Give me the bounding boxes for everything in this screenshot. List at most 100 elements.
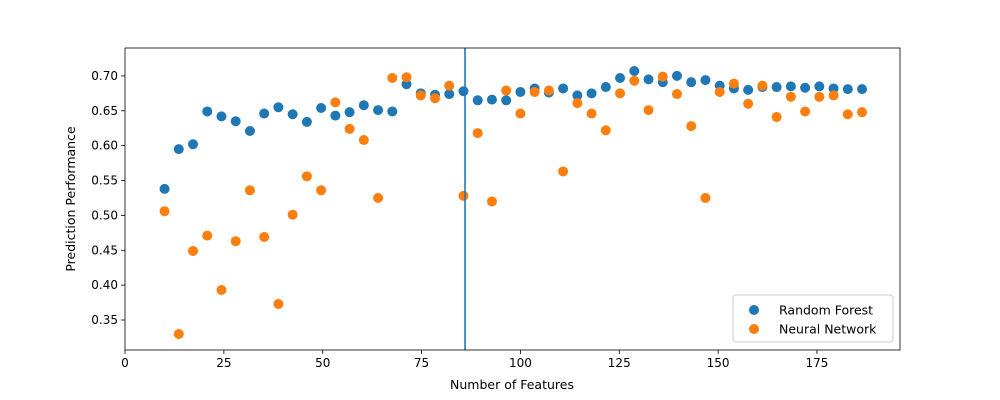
y-tick-label-0.70: 0.70 xyxy=(91,69,118,83)
point-random-forest-10 xyxy=(301,116,312,127)
point-neural-network-25 xyxy=(515,108,526,119)
data-points xyxy=(159,66,868,339)
point-random-forest-29 xyxy=(572,90,583,101)
point-neural-network-14 xyxy=(358,135,369,146)
point-neural-network-28 xyxy=(558,166,569,177)
point-neural-network-39 xyxy=(714,86,725,97)
point-random-forest-14 xyxy=(358,100,369,111)
point-neural-network-20 xyxy=(444,80,455,91)
y-tick-label-0.50: 0.50 xyxy=(91,208,118,222)
point-neural-network-42 xyxy=(757,80,768,91)
point-neural-network-33 xyxy=(629,75,640,86)
point-random-forest-23 xyxy=(486,94,497,105)
point-random-forest-47 xyxy=(828,83,839,94)
point-neural-network-13 xyxy=(344,123,355,134)
legend-label-random-forest: Random Forest xyxy=(779,303,873,318)
point-random-forest-4 xyxy=(216,111,227,122)
point-neural-network-40 xyxy=(728,78,739,89)
point-random-forest-0 xyxy=(159,183,170,194)
legend-marker-neural-network xyxy=(749,324,759,334)
point-neural-network-47 xyxy=(828,90,839,101)
y-tick-label-0.60: 0.60 xyxy=(91,139,118,153)
y-tick-label-0.40: 0.40 xyxy=(91,278,118,292)
point-random-forest-6 xyxy=(244,126,255,136)
point-random-forest-41 xyxy=(743,84,754,95)
point-random-forest-36 xyxy=(671,70,682,81)
point-random-forest-11 xyxy=(316,102,327,113)
point-random-forest-13 xyxy=(344,107,355,118)
point-neural-network-38 xyxy=(700,192,711,203)
point-random-forest-49 xyxy=(857,84,868,95)
point-neural-network-44 xyxy=(785,91,796,102)
point-random-forest-45 xyxy=(800,82,811,93)
point-neural-network-45 xyxy=(800,106,811,117)
point-neural-network-49 xyxy=(857,107,868,118)
legend: Random Forest Neural Network xyxy=(732,294,894,343)
point-random-forest-33 xyxy=(629,66,640,77)
point-neural-network-1 xyxy=(173,328,184,339)
point-random-forest-43 xyxy=(771,82,782,93)
point-neural-network-18 xyxy=(415,90,426,101)
point-random-forest-46 xyxy=(814,81,825,92)
point-random-forest-3 xyxy=(202,106,213,117)
point-neural-network-23 xyxy=(486,196,497,207)
point-random-forest-44 xyxy=(785,81,796,92)
point-random-forest-2 xyxy=(188,139,199,150)
point-neural-network-21 xyxy=(458,190,469,201)
plot-frame xyxy=(124,47,901,351)
point-neural-network-22 xyxy=(472,128,483,139)
point-random-forest-12 xyxy=(330,110,341,121)
point-neural-network-37 xyxy=(686,121,697,132)
y-tick-label-0.55: 0.55 xyxy=(91,174,118,188)
point-random-forest-15 xyxy=(373,105,384,116)
point-random-forest-34 xyxy=(643,74,654,85)
point-neural-network-46 xyxy=(814,91,825,102)
point-neural-network-11 xyxy=(316,185,327,196)
point-neural-network-8 xyxy=(273,298,284,309)
point-random-forest-24 xyxy=(501,95,512,106)
x-tick-label-175: 175 xyxy=(806,356,829,370)
point-random-forest-28 xyxy=(558,83,569,94)
point-random-forest-21 xyxy=(458,86,469,97)
point-random-forest-5 xyxy=(230,116,241,127)
point-neural-network-34 xyxy=(643,105,654,116)
x-tick-label-25: 25 xyxy=(216,356,231,370)
x-tick-label-150: 150 xyxy=(707,356,730,370)
point-neural-network-17 xyxy=(401,72,412,83)
legend-marker-random-forest xyxy=(749,305,759,315)
point-neural-network-30 xyxy=(586,108,597,119)
x-tick-label-0: 0 xyxy=(121,356,129,370)
point-random-forest-31 xyxy=(600,82,611,93)
point-neural-network-3 xyxy=(202,230,213,241)
x-tick-label-75: 75 xyxy=(414,356,429,370)
point-neural-network-29 xyxy=(572,98,583,109)
point-neural-network-19 xyxy=(430,93,440,104)
point-random-forest-37 xyxy=(686,77,697,88)
point-neural-network-32 xyxy=(615,88,626,99)
y-tick-label-0.35: 0.35 xyxy=(91,313,118,327)
point-random-forest-30 xyxy=(586,88,597,99)
point-neural-network-27 xyxy=(543,85,554,96)
x-tick-label-100: 100 xyxy=(509,356,532,370)
x-tick-label-50: 50 xyxy=(315,356,330,370)
x-tick-label-125: 125 xyxy=(608,356,631,370)
point-random-forest-8 xyxy=(273,102,284,113)
y-axis-ticks: 0.35 0.40 0.45 0.50 0.55 0.60 0.65 0.70 xyxy=(91,69,125,327)
legend-box xyxy=(732,294,894,343)
y-tick-label-0.65: 0.65 xyxy=(91,104,118,118)
point-neural-network-43 xyxy=(771,112,782,123)
point-random-forest-20 xyxy=(444,89,455,100)
point-neural-network-35 xyxy=(657,71,668,82)
point-neural-network-10 xyxy=(301,171,312,182)
point-neural-network-6 xyxy=(244,185,255,196)
point-neural-network-4 xyxy=(216,285,227,296)
point-neural-network-0 xyxy=(159,206,170,217)
x-axis-ticks: 0 25 50 75 100 125 150 175 xyxy=(121,350,828,370)
point-neural-network-16 xyxy=(387,72,398,83)
point-neural-network-41 xyxy=(743,98,754,109)
point-random-forest-32 xyxy=(615,72,626,83)
point-neural-network-26 xyxy=(529,86,540,97)
point-neural-network-9 xyxy=(287,209,298,220)
point-neural-network-15 xyxy=(373,192,384,203)
